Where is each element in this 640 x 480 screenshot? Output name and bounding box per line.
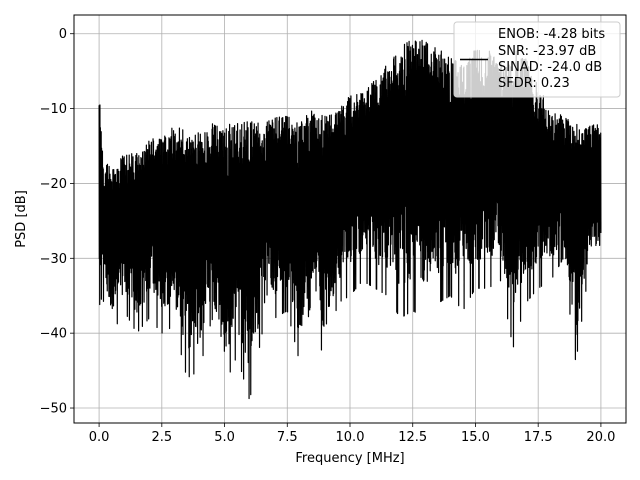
- legend-box: [453, 21, 621, 98]
- legend-entry-enob: ENOB: -4.28 bits: [498, 27, 605, 42]
- legend: ENOB: -4.28 bits SNR: -23.97 dB SINAD: -…: [453, 21, 621, 98]
- y-tick-label: 0: [59, 27, 67, 42]
- x-tick-label: 7.5: [277, 430, 298, 445]
- legend-entry-sinad: SINAD: -24.0 dB: [498, 60, 602, 75]
- x-tick-label: 5.0: [214, 430, 235, 445]
- y-tick-label: −20: [40, 177, 67, 192]
- y-tick-label: −30: [40, 252, 67, 267]
- legend-entry-snr: SNR: -23.97 dB: [498, 44, 596, 59]
- psd-trace: [98, 39, 602, 400]
- y-ticks: 0 −10 −20 −30 −40 −50: [40, 27, 74, 417]
- x-tick-label: 2.5: [151, 430, 172, 445]
- y-axis-label: PSD [dB]: [14, 190, 29, 248]
- legend-entry-sfdr: SFDR: 0.23: [498, 76, 570, 91]
- x-tick-label: 15.0: [461, 430, 490, 445]
- x-tick-label: 12.5: [398, 430, 427, 445]
- x-tick-label: 0.0: [89, 430, 110, 445]
- x-tick-label: 17.5: [524, 430, 553, 445]
- x-axis-label: Frequency [MHz]: [295, 451, 404, 466]
- x-ticks: 0.0 2.5 5.0 7.5 10.0 12.5 15.0 17.5 20.0: [89, 423, 615, 445]
- y-tick-label: −10: [40, 102, 67, 117]
- y-tick-label: −50: [40, 402, 67, 417]
- x-tick-label: 20.0: [586, 430, 615, 445]
- x-tick-label: 10.0: [336, 430, 365, 445]
- y-tick-label: −40: [40, 327, 67, 342]
- data-layer: [98, 39, 602, 400]
